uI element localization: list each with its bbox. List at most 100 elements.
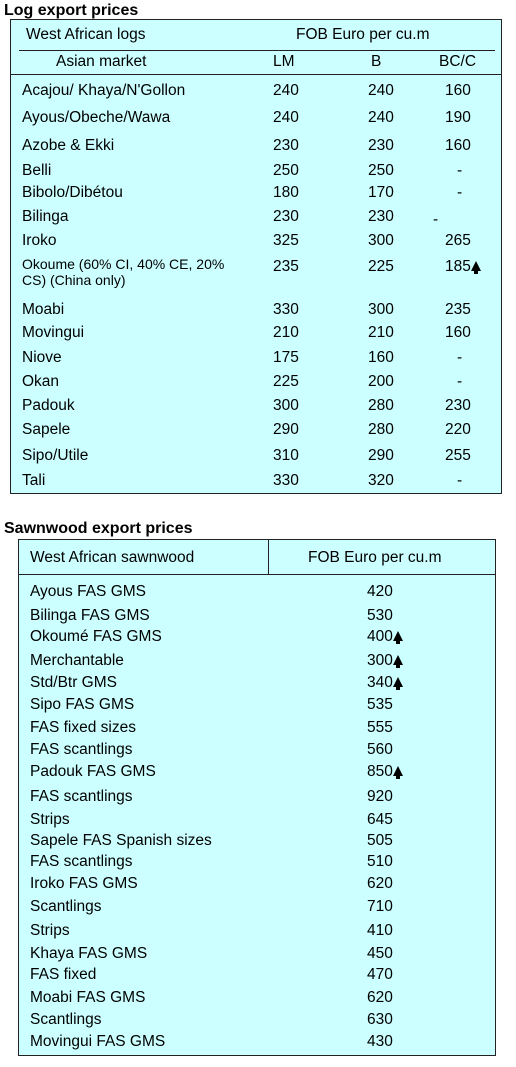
log-row-name: Bilinga: [22, 208, 69, 225]
log-row-lm: 175: [273, 349, 299, 366]
sawn-row-name: Strips: [30, 811, 70, 828]
sawn-row-name: Ayous FAS GMS: [30, 583, 147, 600]
log-row-name: Okoume (60% CI, 40% CE, 20% CS) (China o…: [22, 256, 225, 288]
sawn-row-price: 620: [367, 875, 393, 892]
log-row-bcc: 235: [445, 301, 471, 318]
log-row-lm: 330: [273, 472, 299, 489]
log-row-name: Bibolo/Dibétou: [22, 184, 123, 201]
log-row-b: 240: [368, 109, 394, 126]
log-row-lm: 230: [273, 137, 299, 154]
log-row-b: 200: [368, 373, 394, 390]
sawn-row-price: 400: [367, 628, 393, 645]
sawn-row-price: 505: [367, 832, 393, 849]
log-row-bcc: -: [457, 472, 463, 489]
sawn-header: West African sawnwood FOB Euro per cu.m: [18, 539, 496, 575]
log-row-b: 250: [368, 162, 394, 179]
sawn-row-price: 560: [367, 741, 393, 758]
log-row-bcc: -: [457, 184, 463, 201]
sawn-row-name: Merchantable: [30, 652, 124, 669]
log-row-b: 320: [368, 472, 394, 489]
sawn-row-price: 710: [367, 898, 393, 915]
log-section-title: Log export prices: [4, 2, 139, 19]
sawn-row-price: 420: [367, 583, 393, 600]
sawn-price-table: Ayous FAS GMS 420 Bilinga FAS GMS 530 Okoumé…: [18, 574, 496, 1056]
log-row-name: Movingui: [22, 324, 85, 341]
log-row-name: Tali: [22, 472, 46, 489]
price-up-arrow-icon: [393, 631, 403, 644]
log-row-bcc: 160: [445, 82, 471, 99]
log-row-lm: 330: [273, 301, 299, 318]
log-row-name: Niove: [22, 349, 62, 366]
sawn-header-fob: FOB Euro per cu.m: [308, 549, 442, 566]
log-col-b: B: [371, 53, 382, 70]
log-row-bcc: 160: [445, 324, 471, 341]
sawn-row-name: Scantlings: [30, 1011, 102, 1028]
log-row-bcc: 185: [445, 258, 471, 275]
sawn-row-price: 645: [367, 811, 393, 828]
log-row-name: Padouk: [22, 397, 75, 414]
sawn-row-name: FAS fixed sizes: [30, 719, 136, 736]
sawn-row-price: 620: [367, 989, 393, 1006]
log-row-b: 290: [368, 447, 394, 464]
sawn-row-name: FAS scantlings: [30, 741, 133, 758]
sawn-row-price: 300: [367, 652, 393, 669]
log-row-b: 300: [368, 232, 394, 249]
log-row-lm: 250: [273, 162, 299, 179]
sawn-row-price: 410: [367, 922, 393, 939]
log-header-divider: [19, 50, 495, 51]
sawn-row-price: 530: [367, 607, 393, 624]
log-row-lm: 310: [273, 447, 299, 464]
log-row-bcc: 160: [445, 137, 471, 154]
sawn-row-name: Iroko FAS GMS: [30, 875, 138, 892]
log-row-name: Belli: [22, 162, 52, 179]
sawn-row-price: 850: [367, 763, 393, 780]
sawn-row-name: Okoumé FAS GMS: [30, 628, 162, 645]
log-col-bcc: BC/C: [439, 53, 477, 70]
log-row-bcc: 265: [445, 232, 471, 249]
log-row-name: Moabi: [22, 301, 65, 318]
log-row-name: Okan: [22, 373, 60, 390]
sawn-row-price: 920: [367, 788, 393, 805]
log-row-bcc: -: [457, 373, 463, 390]
price-up-arrow-icon: [393, 655, 403, 668]
log-row-b: 170: [368, 184, 394, 201]
sawn-row-price: 450: [367, 945, 393, 962]
sawn-row-name: Moabi FAS GMS: [30, 989, 146, 1006]
log-col-lm: LM: [273, 53, 295, 70]
log-row-name: Sipo/Utile: [22, 447, 89, 464]
log-row-name: Iroko: [22, 232, 57, 249]
log-row-b: 210: [368, 324, 394, 341]
log-header-asian-market: Asian market: [56, 53, 147, 70]
sawn-row-name: Movingui FAS GMS: [30, 1033, 166, 1050]
log-header-west-african-logs: West African logs: [26, 26, 146, 43]
sawn-row-price: 340: [367, 674, 393, 691]
log-row-lm: 240: [273, 82, 299, 99]
log-row-b: 230: [368, 137, 394, 154]
sawn-row-name: Khaya FAS GMS: [30, 945, 148, 962]
log-row-b: 280: [368, 421, 394, 438]
log-row-lm: 300: [273, 397, 299, 414]
sawn-row-price: 470: [367, 966, 393, 983]
log-row-bcc: -: [457, 349, 463, 366]
log-row-b: 160: [368, 349, 394, 366]
log-row-b: 300: [368, 301, 394, 318]
sawn-row-name: Scantlings: [30, 898, 102, 915]
log-header-bottom-border: [11, 74, 501, 75]
log-row-b: 230: [368, 208, 394, 225]
price-up-arrow-icon: [471, 261, 481, 274]
log-row-lm: 180: [273, 184, 299, 201]
log-row-name: Acajou/ Khaya/N'Gollon: [22, 82, 186, 99]
sawn-section-title: Sawnwood export prices: [4, 520, 193, 537]
sawn-row-price: 510: [367, 853, 393, 870]
log-row-bcc: -: [457, 162, 463, 179]
log-row-bcc: -: [433, 211, 439, 228]
log-header-fob: FOB Euro per cu.m: [296, 26, 430, 43]
log-row-bcc: 230: [445, 397, 471, 414]
sawn-row-name: Std/Btr GMS: [30, 674, 117, 691]
log-row-name: Ayous/Obeche/Wawa: [22, 109, 171, 126]
log-row-name: Sapele: [22, 421, 71, 438]
log-row-b: 240: [368, 82, 394, 99]
sawn-row-name: Bilinga FAS GMS: [30, 607, 150, 624]
sawn-row-name: Padouk FAS GMS: [30, 763, 156, 780]
log-row-b: 280: [368, 397, 394, 414]
